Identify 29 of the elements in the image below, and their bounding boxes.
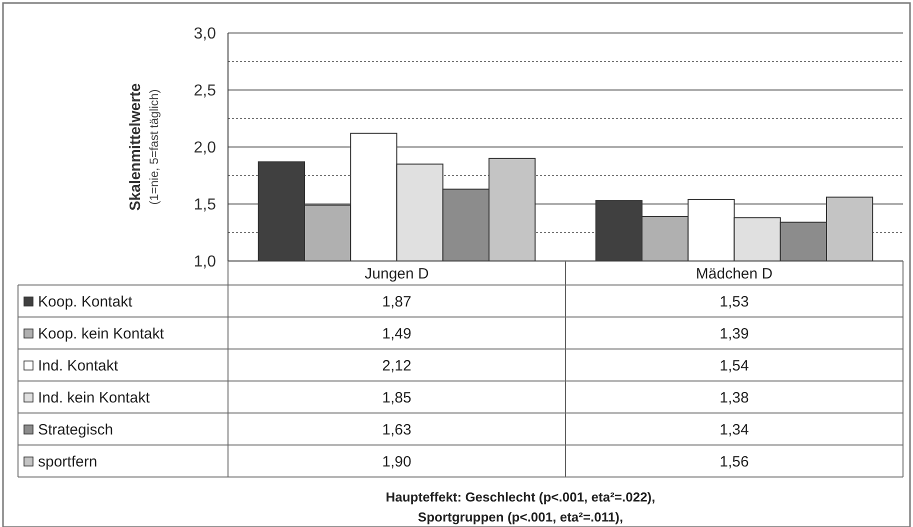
data-label: 1,56 <box>720 453 749 470</box>
data-label: 1,34 <box>720 421 749 438</box>
data-label: 1,87 <box>382 293 412 310</box>
text: (1=nie, 5=fast täglich) <box>147 89 161 205</box>
data-label: 1,54 <box>720 357 749 374</box>
data-label: 1,49 <box>382 325 412 342</box>
x-tick-label: Jungen D <box>364 265 430 282</box>
y-tick-label: 1,0 <box>194 254 216 271</box>
legend-label: Strategisch <box>38 421 114 438</box>
text: Sportgruppen (p<.001, eta²=.011), <box>418 510 624 525</box>
legend-label: Koop. Kontakt <box>38 293 134 310</box>
y-tick-label: 3,0 <box>194 26 216 43</box>
data-label: 1,39 <box>720 325 749 342</box>
y-tick-label: 2,0 <box>194 140 216 157</box>
data-label: 1,53 <box>720 293 749 310</box>
y-axis-title: Skalenmittelwerte <box>127 83 144 211</box>
data-label: 1,85 <box>382 389 412 406</box>
legend-label: Ind. Kontakt <box>38 357 119 374</box>
legend-label: Ind. kein Kontakt <box>38 389 151 406</box>
text: Haupteffekt: Geschlecht (p<.001, eta²=.022), <box>386 490 656 505</box>
x-tick-label: Mädchen D <box>696 265 773 282</box>
legend-label: sportfern <box>38 453 98 470</box>
y-tick-label: 2,5 <box>194 82 216 100</box>
data-label: 1,63 <box>382 421 412 438</box>
data-label: 1,38 <box>720 389 749 406</box>
data-label: 1,90 <box>382 453 412 470</box>
y-tick-label: 1,5 <box>194 196 216 214</box>
legend-label: Koop. kein Kontakt <box>38 325 165 342</box>
data-label: 2,12 <box>382 357 412 374</box>
